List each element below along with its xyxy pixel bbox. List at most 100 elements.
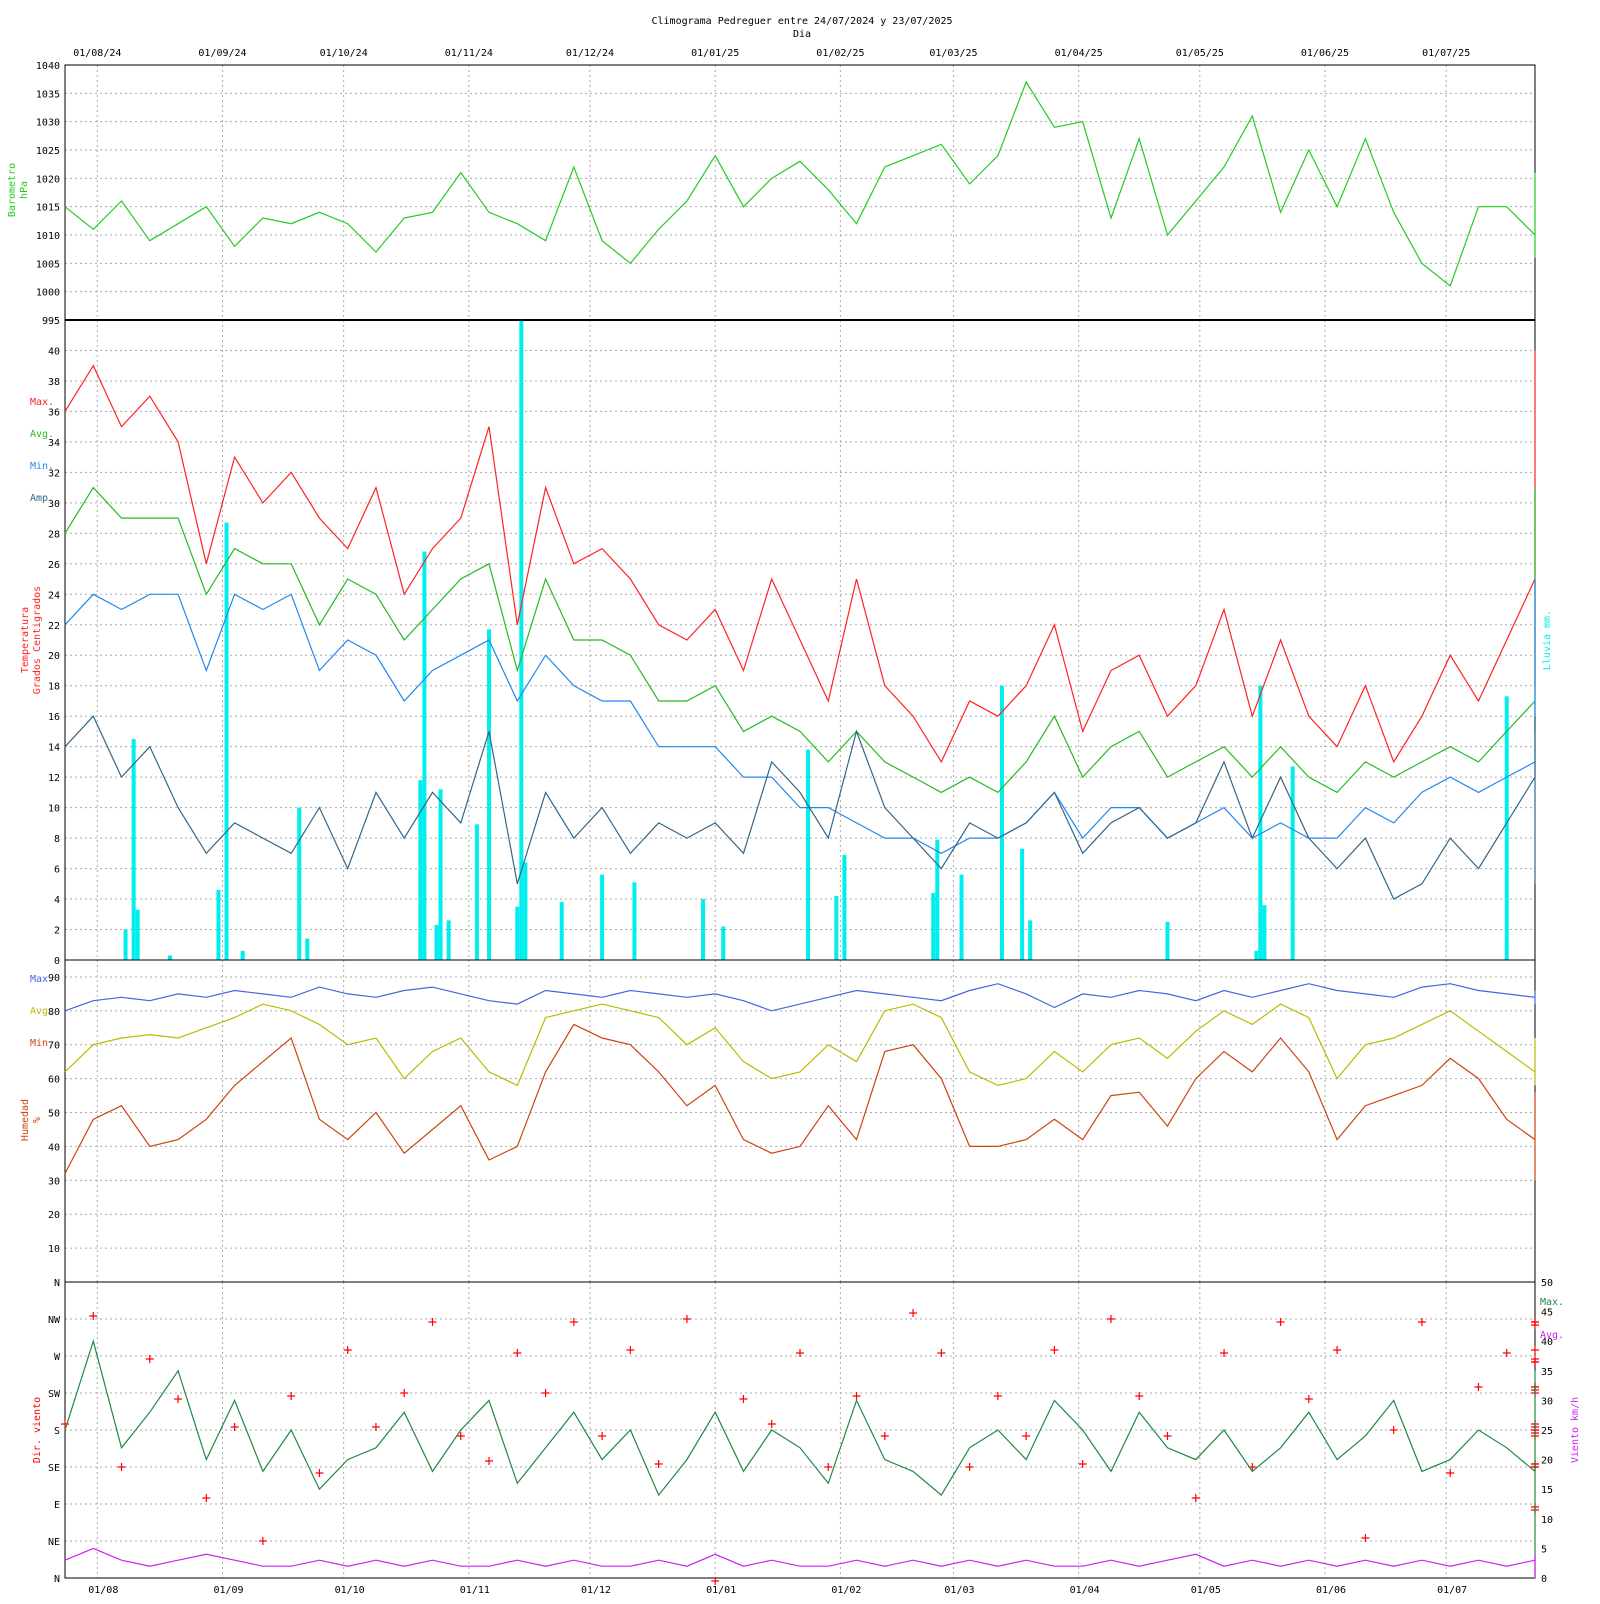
rain-bar: [842, 854, 847, 960]
wind-dir-marker: [230, 1423, 239, 1431]
temperature-axis-tick-13: 14: [48, 743, 60, 754]
pressure-axis-tick-2: 1030: [36, 118, 60, 129]
rain-bar: [487, 629, 492, 960]
wind-dir-marker: [1191, 1494, 1200, 1502]
rain-bar: [446, 920, 451, 960]
wind-dir-marker: [1417, 1318, 1426, 1326]
wind-dir-marker: [1474, 1383, 1483, 1391]
wind-dir-marker: [1050, 1346, 1059, 1354]
humidity-avg-line: [64, 1003, 1536, 1087]
wind-dir-axis-label: Dir. viento: [32, 1397, 43, 1463]
rain-bar: [305, 938, 310, 960]
rain-bar: [600, 874, 605, 960]
wind-speed-tick-0: 50: [1541, 1278, 1553, 1289]
humidity-axis-label: Humedad%: [20, 1099, 43, 1141]
wind-dir-tick-3: S: [54, 1426, 60, 1437]
humidity-legend-0: Max.: [30, 974, 54, 985]
bottom-date-label-4: 01/12: [581, 1585, 611, 1596]
wind-speed-tick-8: 10: [1541, 1515, 1553, 1526]
temp-legend-2: Min.: [30, 461, 54, 472]
wind-dir-marker: [1531, 1318, 1539, 1326]
rain-bar: [1262, 905, 1267, 960]
temperature-axis-tick-4: 32: [48, 468, 60, 479]
wind-dir-marker: [1389, 1426, 1398, 1434]
rain-bar: [523, 862, 528, 960]
bottom-date-label-8: 01/04: [1070, 1585, 1100, 1596]
wind-dir-marker: [739, 1395, 748, 1403]
rain-bar: [168, 955, 172, 960]
wind-dir-marker: [202, 1494, 211, 1502]
temperature-axis-tick-10: 20: [48, 651, 60, 662]
top-date-label-2: 01/10/24: [320, 48, 368, 59]
bottom-date-label-1: 01/09: [213, 1585, 243, 1596]
wind-dir-tick-4: SE: [48, 1463, 60, 1474]
wind-dir-marker: [1531, 1346, 1539, 1354]
top-date-label-3: 01/11/24: [445, 48, 493, 59]
wind-dir-marker: [1502, 1349, 1511, 1357]
rain-bar: [224, 522, 229, 960]
humidity-axis-tick-4: 50: [48, 1109, 60, 1120]
wind-dir-marker: [1022, 1432, 1031, 1440]
rain-bar: [1290, 766, 1295, 960]
wind-legend-max: Max.: [1540, 1297, 1564, 1308]
humidity-legend-1: Avg.: [30, 1006, 54, 1017]
top-date-label-4: 01/12/24: [566, 48, 614, 59]
bottom-date-label-11: 01/07: [1437, 1585, 1467, 1596]
wind-dir-marker: [1106, 1315, 1115, 1323]
top-date-label-10: 01/06/25: [1301, 48, 1349, 59]
pressure-line: [64, 80, 1536, 287]
wind-dir-tick-1: W: [54, 1352, 61, 1363]
temp-legend-3: Amp.: [30, 493, 54, 504]
temp-legend-0: Max.: [30, 397, 54, 408]
wind-dir-marker: [485, 1457, 494, 1465]
rain-bar: [418, 780, 423, 960]
wind-dir-marker: [174, 1395, 183, 1403]
top-date-label-1: 01/09/24: [198, 48, 246, 59]
wind-dir-marker: [456, 1432, 465, 1440]
wind-dir-marker: [371, 1423, 380, 1431]
wind-dir-marker: [937, 1349, 946, 1357]
bottom-date-label-7: 01/03: [944, 1585, 974, 1596]
wind-speed-tick-5: 25: [1541, 1426, 1553, 1437]
wind-dir-marker: [1531, 1358, 1539, 1366]
rain-bar: [632, 882, 637, 960]
rain-bar: [1504, 696, 1509, 960]
wind-dir-marker: [852, 1392, 861, 1400]
top-date-label-9: 01/05/25: [1176, 48, 1224, 59]
pressure-axis-tick-0: 1040: [36, 61, 60, 72]
wind-speed-axis-label: Viento km/h: [1570, 1397, 1581, 1463]
wind-speed-axis-label-line-0: Viento km/h: [1570, 1397, 1581, 1463]
humidity-axis-tick-9: N: [54, 1278, 60, 1289]
rain-bar: [721, 926, 726, 960]
top-date-label-8: 01/04/25: [1055, 48, 1103, 59]
temperature-axis-tick-12: 16: [48, 712, 60, 723]
wind-max-line: [64, 1339, 1536, 1578]
temperature-axis-tick-17: 6: [54, 865, 60, 876]
pressure-axis-tick-3: 1025: [36, 146, 60, 157]
temperature-axis-tick-19: 2: [54, 926, 60, 937]
wind-dir-marker: [1135, 1392, 1144, 1400]
rain-bar: [701, 899, 706, 960]
wind-avg-line: [64, 1547, 1536, 1578]
pressure-axis-label: Barometro hPa: [7, 163, 30, 217]
humidity-axis-tick-8: 10: [48, 1244, 60, 1255]
wind-dir-tick-5: E: [54, 1500, 60, 1511]
pressure-axis-tick-9: 995: [42, 316, 60, 327]
rain-bar: [935, 839, 940, 960]
wind-dir-marker: [1304, 1395, 1313, 1403]
wind-speed-tick-9: 5: [1541, 1544, 1547, 1555]
temperature-axis-label-line-0: Temperatura: [20, 607, 31, 673]
wind-speed-tick-7: 15: [1541, 1485, 1553, 1496]
temperature-axis-tick-7: 26: [48, 560, 60, 571]
wind-dir-marker: [1276, 1318, 1285, 1326]
rain-bar: [959, 874, 964, 960]
rain-bar: [559, 902, 564, 960]
rain-axis-label: Lluvia mm.: [1542, 610, 1553, 670]
humidity-axis-tick-5: 40: [48, 1142, 60, 1153]
rain-bar: [1020, 848, 1025, 960]
temperature-axis-tick-16: 8: [54, 834, 60, 845]
humidity-axis-tick-1: 80: [48, 1007, 60, 1018]
bottom-date-label-10: 01/06: [1316, 1585, 1346, 1596]
wind-dir-tick-0: NW: [48, 1315, 61, 1326]
